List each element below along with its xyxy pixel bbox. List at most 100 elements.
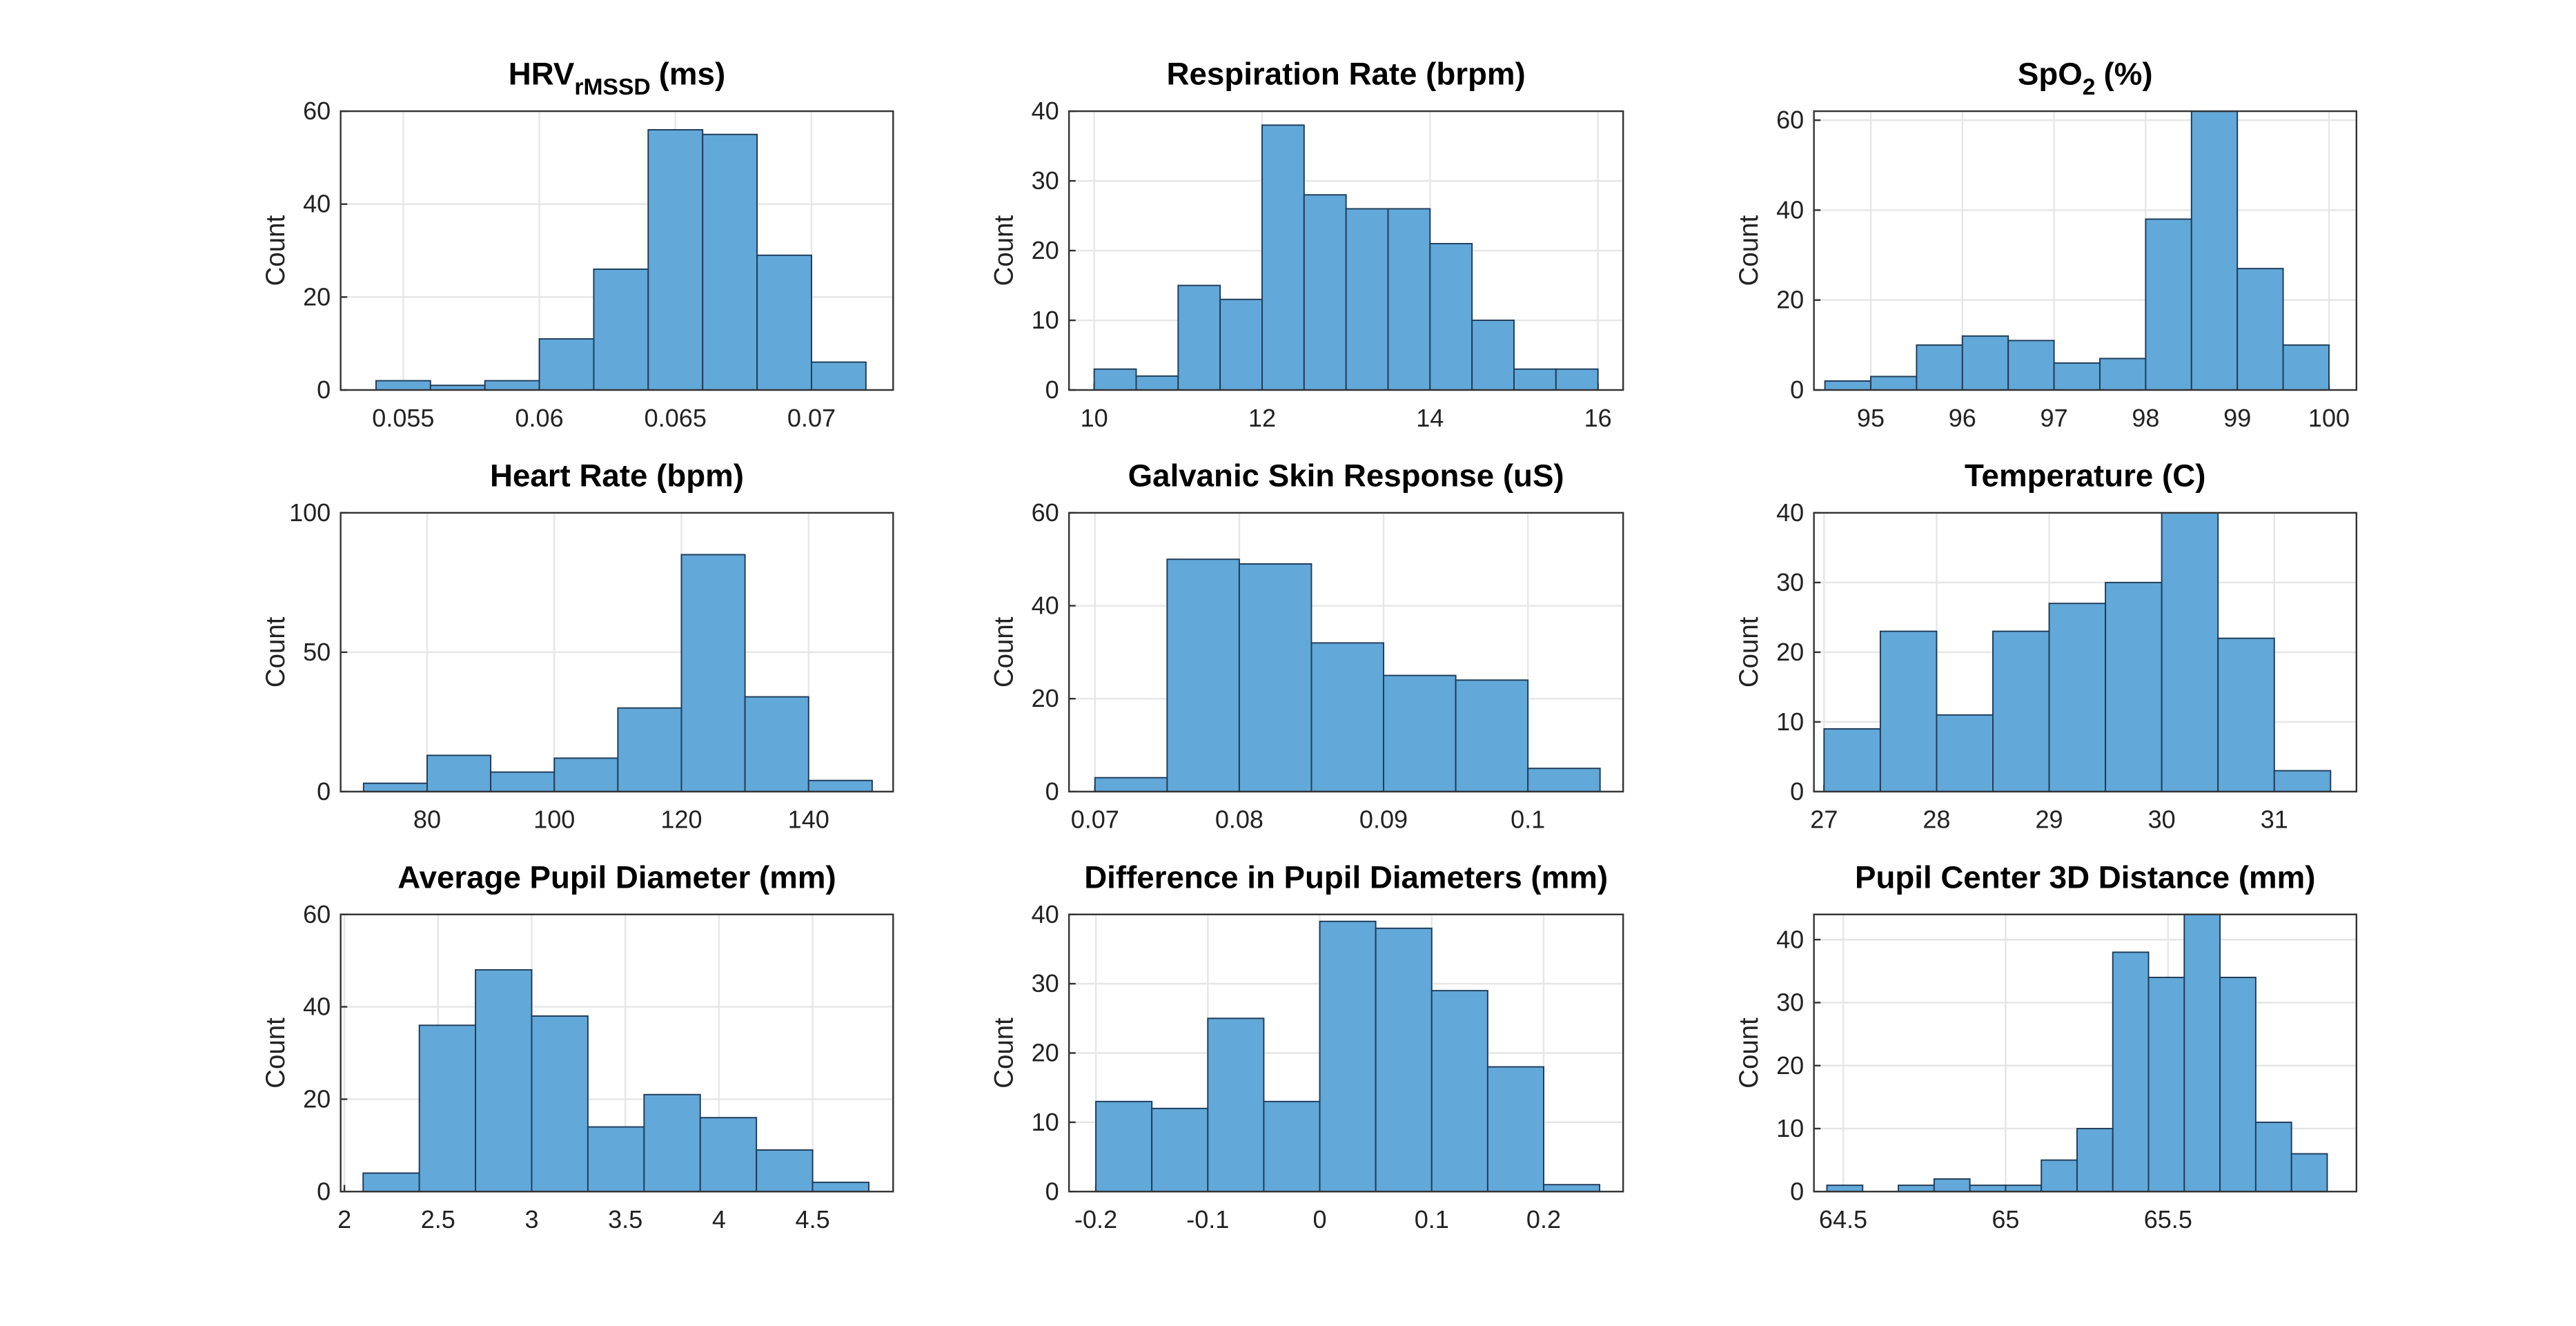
bar	[702, 133, 758, 391]
y-tick-label: 10	[1776, 708, 1804, 736]
bar	[1345, 208, 1389, 391]
bar	[1936, 714, 1994, 792]
title-text: HRV	[509, 57, 575, 92]
bar	[1151, 1107, 1209, 1193]
chart-title: Temperature (C)	[1965, 458, 2205, 493]
chart-title: Galvanic Skin Response (uS)	[1128, 458, 1564, 493]
x-tick-label: 4	[712, 1205, 726, 1234]
x-tick-label: 16	[1584, 404, 1612, 432]
x-tick-label: 80	[413, 806, 441, 834]
bar	[2041, 1159, 2078, 1193]
bar	[2183, 913, 2221, 1193]
y-tick-label: 40	[303, 993, 331, 1021]
bar	[1543, 1184, 1601, 1193]
x-tick-label: 27	[1810, 806, 1838, 834]
bar	[1207, 1017, 1265, 1193]
y-tick-label: 40	[1776, 195, 1804, 224]
y-tick-label: 0	[317, 376, 331, 404]
bar	[1135, 375, 1179, 391]
y-tick-label: 100	[289, 498, 331, 527]
title-suffix: (ms)	[659, 57, 725, 92]
y-tick-label: 0	[1045, 1177, 1059, 1205]
bar	[1263, 1100, 1321, 1193]
bar	[2007, 340, 2055, 391]
bar	[1261, 124, 1305, 391]
bar	[362, 1172, 420, 1193]
bar	[1527, 768, 1601, 792]
bar	[1916, 344, 1963, 391]
axes-box	[1813, 913, 2358, 1193]
bar	[744, 696, 809, 792]
bar	[811, 361, 867, 391]
histogram-panel: 10 12 14 16 0 10 20 30 40 Count Respiration Rate (…	[989, 57, 1624, 432]
y-tick-label: 0	[1045, 777, 1059, 806]
bar	[1513, 368, 1557, 391]
y-axis-label: Count	[261, 215, 291, 286]
x-tick-label: 0.07	[1071, 806, 1119, 834]
y-axis-label: Count	[989, 1017, 1019, 1089]
bar	[2076, 1128, 2114, 1193]
bar	[1824, 380, 1871, 391]
title-text: Heart Rate (bpm)	[490, 458, 744, 493]
chart-title: HRVrMSSD (ms)	[509, 57, 725, 100]
x-tick-label: 4.5	[796, 1205, 830, 1234]
y-tick-label: 40	[1776, 498, 1804, 527]
y-tick-label: 60	[1776, 106, 1804, 134]
bar	[2273, 770, 2332, 792]
x-tick-label: 0.055	[372, 404, 434, 432]
bar	[1375, 927, 1433, 1193]
bar	[375, 380, 431, 391]
y-tick-label: 60	[1032, 498, 1059, 527]
x-tick-label: 31	[2261, 806, 2288, 834]
x-tick-label: 29	[2035, 806, 2063, 834]
bar	[1219, 298, 1263, 391]
axes-box	[340, 110, 894, 391]
title-subscript: rMSSD	[574, 75, 650, 100]
y-tick-label: 60	[303, 97, 331, 125]
y-axis-label: Count	[989, 616, 1019, 688]
bar	[617, 707, 682, 792]
y-axis-label: Count	[989, 215, 1019, 286]
bar	[1826, 1184, 1864, 1193]
bar	[362, 782, 428, 792]
y-tick-label: 10	[1776, 1114, 1804, 1142]
title-text: Average Pupil Diameter (mm)	[397, 859, 836, 895]
y-tick-label: 30	[1032, 969, 1059, 997]
x-tick-label: 0.2	[1526, 1205, 1561, 1234]
title-text: Respiration Rate (brpm)	[1167, 57, 1526, 92]
bar	[475, 969, 533, 1193]
bar	[490, 771, 555, 792]
y-tick-label: 40	[1032, 97, 1059, 125]
bar	[2290, 1153, 2328, 1193]
bar	[1486, 1066, 1544, 1193]
x-tick-label: 0.1	[1511, 806, 1545, 834]
bar	[2048, 603, 2107, 792]
x-tick-label: 0.08	[1215, 806, 1264, 834]
bar	[418, 1024, 477, 1193]
title-text: Pupil Center 3D Distance (mm)	[1855, 859, 2315, 895]
bar	[812, 1181, 869, 1193]
bar	[1555, 368, 1599, 391]
bar	[2147, 977, 2185, 1193]
y-tick-label: 30	[1776, 988, 1804, 1017]
bar	[2053, 362, 2101, 391]
y-tick-label: 20	[1776, 638, 1804, 666]
histogram-panel: 95 96 97 98 99 100 0 20 40 60 Count SpO2 (%)	[1734, 57, 2358, 432]
x-tick-label: 2.5	[421, 1205, 455, 1234]
x-tick-label: 65	[1992, 1205, 2019, 1234]
chart-title: Difference in Pupil Diameters (mm)	[1084, 859, 1608, 895]
bar	[2112, 951, 2150, 1193]
bar	[2219, 977, 2257, 1193]
y-tick-label: 50	[303, 638, 331, 666]
y-tick-label: 20	[1032, 684, 1059, 712]
y-axis-label: Count	[1734, 616, 1764, 688]
y-axis-label: Count	[261, 616, 291, 688]
chart-title: Respiration Rate (brpm)	[1167, 57, 1526, 92]
y-tick-label: 0	[1790, 1177, 1804, 1205]
x-tick-label: -0.2	[1074, 1205, 1117, 1234]
histogram-panel: -0.2 -0.1 0 0.1 0.2 0 10 20 30 40 Count Difference …	[989, 859, 1624, 1234]
bar	[807, 779, 873, 792]
bar	[1310, 642, 1384, 792]
y-axis-label: Count	[1734, 215, 1764, 286]
